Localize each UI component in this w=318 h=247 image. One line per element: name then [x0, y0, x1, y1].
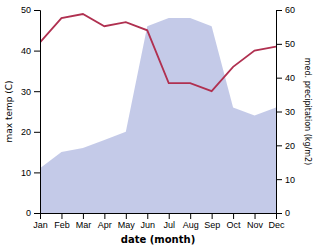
tick-label: Sep: [204, 220, 220, 230]
tick-mark: [276, 213, 282, 214]
tick: Jun: [141, 213, 156, 230]
tick-label: Feb: [54, 220, 70, 230]
tick-mark: [169, 213, 170, 219]
tick-mark: [61, 213, 62, 219]
tick-label: Jan: [33, 220, 48, 230]
tick-label: 0: [285, 208, 290, 218]
tick-mark: [34, 91, 40, 92]
tick-mark: [233, 213, 234, 219]
tick: 60: [276, 5, 295, 15]
plot: JanFebMarAprMayJunJulAugSepOctNovDec0102…: [4, 5, 312, 245]
tick-mark: [255, 213, 256, 219]
tick-mark: [276, 145, 282, 146]
tick-mark: [126, 213, 127, 219]
tick-label: 30: [285, 107, 295, 117]
chart: JanFebMarAprMayJunJulAugSepOctNovDec0102…: [0, 0, 318, 247]
tick-mark: [34, 213, 40, 214]
tick: Jul: [163, 213, 175, 230]
tick-label: Jul: [163, 220, 175, 230]
tick-label: 40: [285, 73, 295, 83]
axis-line: [41, 214, 277, 220]
tick-label: 50: [285, 39, 295, 49]
tick: Jan: [33, 213, 48, 230]
tick-mark: [190, 213, 191, 219]
tick-label: 50: [21, 5, 31, 15]
x-axis: Jan Feb Mar Apr May Jun Jul Aug Sep Oct Nov Dec: [33, 213, 285, 230]
tick: 10: [21, 168, 40, 178]
tick: 0: [26, 208, 40, 218]
tick-label: 20: [285, 141, 295, 151]
tick-label: Aug: [183, 220, 199, 230]
tick-mark: [34, 172, 40, 173]
tick: 30: [21, 87, 40, 97]
tick-label: Oct: [227, 220, 242, 230]
axis-line: [34, 11, 41, 214]
tick: Aug: [183, 213, 199, 230]
tick: 30: [276, 107, 295, 117]
tick-label: Apr: [98, 220, 112, 230]
tick-label: Dec: [268, 220, 285, 230]
tick: Dec: [268, 213, 285, 230]
tick-label: Nov: [247, 220, 264, 230]
tick-mark: [276, 10, 282, 11]
y2-axis: 0 10 20 30 40 50 60: [276, 5, 295, 218]
axis-line: [277, 11, 283, 214]
marks: [40, 14, 276, 213]
y-axis: 0 10 20 30 40 50: [21, 5, 41, 218]
tick: 10: [276, 175, 295, 185]
tick-mark: [147, 213, 148, 219]
y2-axis-title: med. precipitation (kg/m2): [303, 58, 312, 165]
tick-mark: [104, 213, 105, 219]
tick-label: 10: [285, 175, 295, 185]
tick-label: 10: [21, 168, 31, 178]
tick-label: 0: [26, 208, 31, 218]
tick-label: Mar: [76, 220, 92, 230]
tick: 50: [276, 39, 295, 49]
tick-mark: [276, 112, 282, 113]
line: [40, 14, 276, 91]
tick-mark: [276, 179, 282, 180]
tick: Oct: [227, 213, 242, 230]
tick-mark: [34, 132, 40, 133]
tick: 50: [21, 5, 40, 15]
tick-mark: [83, 213, 84, 219]
tick-label: 60: [285, 5, 295, 15]
tick-label: May: [118, 220, 136, 230]
tick: 40: [21, 46, 40, 56]
tick: May: [118, 213, 136, 230]
tick-mark: [34, 51, 40, 52]
tick-mark: [276, 78, 282, 79]
tick-label: 40: [21, 46, 31, 56]
tick: Nov: [247, 213, 264, 230]
x-axis-title: date (month): [121, 234, 195, 245]
area: [40, 18, 276, 213]
tick: 20: [276, 141, 295, 151]
tick: Mar: [76, 213, 92, 230]
tick-mark: [276, 44, 282, 45]
tick: 40: [276, 73, 295, 83]
tick: 20: [21, 127, 40, 137]
tick-mark: [34, 10, 40, 11]
tick-label: 20: [21, 127, 31, 137]
tick: 0: [276, 208, 290, 218]
tick: Apr: [98, 213, 112, 230]
tick-label: 30: [21, 87, 31, 97]
tick-label: Jun: [141, 220, 156, 230]
tick-mark: [212, 213, 213, 219]
tick: Sep: [204, 213, 220, 230]
y-axis-title: max temp (C): [4, 80, 14, 142]
tick: Feb: [54, 213, 70, 230]
